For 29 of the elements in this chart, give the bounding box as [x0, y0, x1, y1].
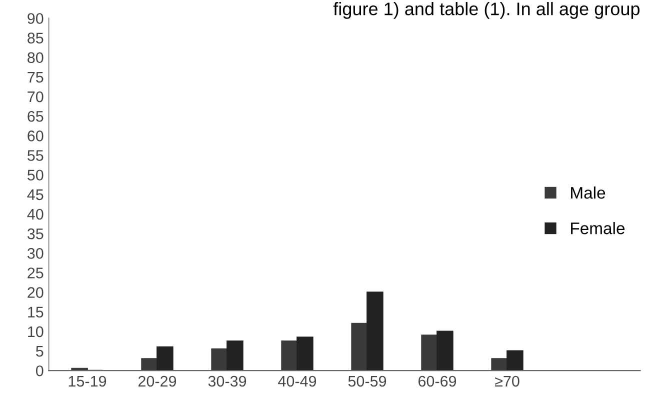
y-tick-label: 65	[28, 110, 44, 122]
x-tick-label: 60-69	[418, 376, 456, 387]
annotation: figure 1) and table (1). In all age group	[333, 2, 640, 19]
y-tick-label: 55	[28, 150, 44, 161]
y-tick-label: 50	[28, 170, 44, 181]
legend-label: Male	[571, 186, 606, 199]
y-tick-label: 70	[28, 91, 44, 102]
y-tick-label: 25	[28, 268, 44, 278]
y-tick-label: 75	[28, 72, 44, 83]
x-tick-label: 50-59	[348, 376, 386, 387]
y-tick-label: 30	[27, 248, 44, 259]
y-tick-label: 40	[27, 208, 44, 220]
y-tick-label: 60	[28, 130, 44, 142]
y-tick-label: 0	[36, 365, 44, 376]
x-tick-label: 30-39	[208, 376, 246, 387]
y-tick-label: 5	[36, 346, 44, 357]
y-tick-label: 90	[28, 13, 44, 24]
x-tick-label: 15-19	[68, 376, 106, 387]
y-tick-label: 10	[28, 326, 44, 338]
x-tick-label: ≥70	[495, 376, 520, 387]
y-tick-label: 35	[27, 228, 44, 240]
y-tick-label: 85	[28, 32, 44, 44]
x-tick-label: 40-49	[278, 376, 316, 387]
y-tick-label: 80	[28, 52, 44, 64]
x-tick-label: 20-29	[138, 376, 176, 387]
y-tick-label: 15	[28, 306, 44, 318]
legend-label: Female	[571, 222, 625, 234]
y-tick-label: 20	[28, 287, 44, 298]
y-tick-label: 45	[27, 189, 44, 200]
